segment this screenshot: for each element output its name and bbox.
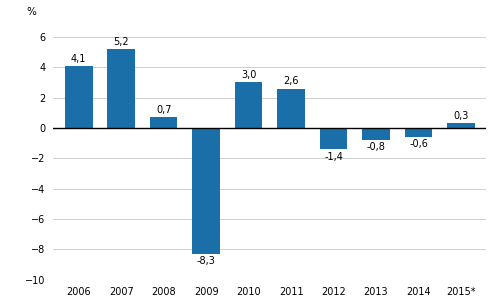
Bar xyxy=(65,66,92,128)
Text: 4,1: 4,1 xyxy=(71,54,87,64)
Text: 0,7: 0,7 xyxy=(156,105,171,115)
Text: 0,3: 0,3 xyxy=(453,111,469,121)
Bar xyxy=(362,128,390,140)
Bar xyxy=(192,128,220,254)
Text: -1,4: -1,4 xyxy=(324,152,343,161)
Bar xyxy=(150,117,178,128)
Bar xyxy=(405,128,432,137)
Text: 3,0: 3,0 xyxy=(241,70,256,80)
Bar xyxy=(235,82,262,128)
Y-axis label: %: % xyxy=(27,7,36,17)
Bar xyxy=(320,128,347,149)
Bar xyxy=(107,49,135,128)
Text: 2,6: 2,6 xyxy=(283,76,299,86)
Text: -0,6: -0,6 xyxy=(409,139,428,149)
Bar xyxy=(447,124,475,128)
Text: 5,2: 5,2 xyxy=(113,37,129,47)
Text: -0,8: -0,8 xyxy=(367,142,385,152)
Text: -8,3: -8,3 xyxy=(197,256,215,266)
Bar xyxy=(277,88,305,128)
